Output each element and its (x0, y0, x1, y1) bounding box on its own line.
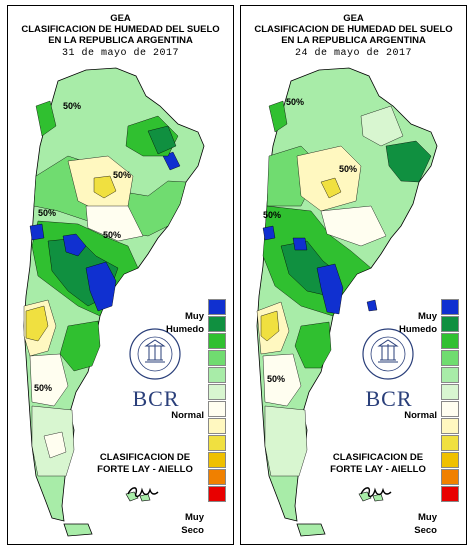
map-title-line1: CLASIFICACION DE HUMEDAD DEL SUELO (21, 24, 220, 35)
legend-swatch (441, 486, 459, 502)
legend-swatch (208, 469, 226, 485)
legend-swatch (441, 435, 459, 451)
legend-label-normal: Normal (171, 410, 204, 421)
method-label-line2: FORTE LAY - AIELLO (330, 464, 426, 475)
legend-swatch (441, 350, 459, 366)
legend-swatch (208, 333, 226, 349)
bcr-seal (129, 328, 181, 380)
legend-swatch (441, 401, 459, 417)
map-title-line2: EN LA REPUBLICA ARGENTINA (281, 35, 426, 46)
map-date: 31 de mayo de 2017 (61, 48, 180, 59)
tierra-del-fuego (296, 523, 326, 537)
method-label-line2: FORTE LAY - AIELLO (97, 464, 193, 475)
map-panel-may-24: GEA CLASIFICACION DE HUMEDAD DEL SUELO E… (240, 5, 467, 545)
legend-label-seco: Seco (414, 525, 437, 536)
legend-swatch (441, 367, 459, 383)
legend (441, 299, 459, 503)
legend-label-humedo: Humedo (166, 324, 204, 335)
map-title-line1: CLASIFICACION DE HUMEDAD DEL SUELO (254, 24, 453, 35)
legend-swatch (208, 350, 226, 366)
map-panel-may-31: GEA CLASIFICACION DE HUMEDAD DEL SUELO E… (7, 5, 234, 545)
legend-label-muy: Muy (185, 512, 204, 523)
contour-label: 50% (263, 210, 281, 220)
legend-swatch (441, 299, 459, 315)
legend-swatch (441, 384, 459, 400)
legend-swatch (208, 384, 226, 400)
method-label-line1: CLASIFICACION DE (332, 452, 424, 463)
contour-label: 50% (34, 383, 52, 393)
legend-swatch (208, 316, 226, 332)
legend-label-seco: Seco (181, 525, 204, 536)
bcr-seal (362, 328, 414, 380)
contour-label: 50% (267, 374, 285, 384)
bcr-logo-text: BCR (132, 386, 180, 411)
contour-label: 50% (38, 208, 56, 218)
contour-label: 50% (286, 97, 304, 107)
map-title-line2: EN LA REPUBLICA ARGENTINA (48, 35, 193, 46)
legend-swatch (208, 452, 226, 468)
legend-swatch (208, 486, 226, 502)
contour-label: 50% (103, 230, 121, 240)
legend-swatch (441, 316, 459, 332)
gea-signature (127, 487, 159, 498)
legend-swatch (208, 299, 226, 315)
legend-label-muy: Muy (418, 512, 437, 523)
legend (208, 299, 226, 503)
legend-swatch (441, 452, 459, 468)
legend-swatch (208, 418, 226, 434)
legend-swatch (208, 401, 226, 417)
legend-label-normal: Normal (404, 410, 437, 421)
org-label: GEA (343, 13, 364, 24)
contour-label: 50% (63, 101, 81, 111)
legend-label-muy: Muy (185, 311, 204, 322)
map-date: 24 de mayo de 2017 (294, 48, 413, 59)
tierra-del-fuego (63, 523, 93, 537)
legend-swatch (208, 435, 226, 451)
legend-label-muy: Muy (418, 311, 437, 322)
argentina-soil-moisture-map: 50% 50% 50% 50% 50% (23, 67, 205, 537)
legend-swatch (441, 333, 459, 349)
legend-swatch (208, 367, 226, 383)
org-label: GEA (110, 13, 131, 24)
legend-swatch (441, 469, 459, 485)
argentina-soil-moisture-map: 50% 50% 50% 50% (256, 67, 438, 537)
method-label-line1: CLASIFICACION DE (99, 452, 191, 463)
gea-signature (360, 487, 392, 498)
contour-label: 50% (113, 170, 131, 180)
bcr-logo-text: BCR (365, 386, 413, 411)
legend-label-humedo: Humedo (399, 324, 437, 335)
contour-label: 50% (339, 164, 357, 174)
legend-swatch (441, 418, 459, 434)
